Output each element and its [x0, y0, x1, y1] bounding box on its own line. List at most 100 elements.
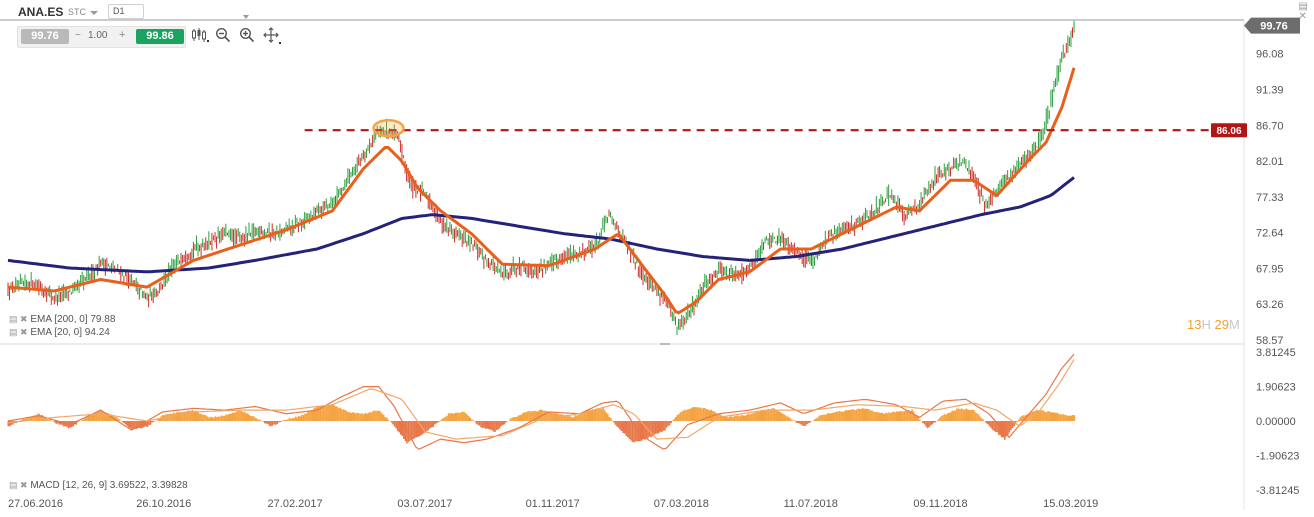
zoom-in-icon[interactable] — [239, 27, 255, 46]
macd-bar — [610, 417, 612, 421]
macd-bar — [520, 414, 523, 421]
macd-bar — [654, 421, 657, 434]
symbol-label[interactable]: ANA.ES — [18, 5, 64, 19]
sell-button[interactable]: 99.76 — [21, 29, 69, 44]
macd-bar — [157, 418, 159, 421]
macd-bar — [963, 409, 966, 421]
level-badge-label: 86.06 — [1216, 126, 1241, 137]
macd-bar — [1036, 409, 1039, 421]
trade-panel: 99.76 − 1.00 + 99.86 — [17, 26, 186, 48]
macd-bar — [577, 414, 580, 421]
macd-bar — [271, 421, 274, 426]
macd-bar — [477, 421, 479, 425]
macd-bar — [330, 404, 333, 421]
legend-ema20[interactable]: ▤ ✖ EMA [20, 0] 94.24 — [9, 327, 110, 338]
macd-bar — [41, 414, 44, 421]
macd-bar — [929, 421, 932, 426]
macd-bar — [200, 413, 203, 421]
volume-decrease-button[interactable]: − — [75, 30, 81, 41]
buy-button[interactable]: 99.86 — [136, 29, 184, 44]
macd-bar — [237, 410, 240, 421]
macd-bar — [135, 421, 138, 430]
macd-bar — [449, 413, 451, 421]
macd-bar — [746, 414, 748, 421]
macd-bar — [932, 421, 935, 423]
macd-bar — [792, 420, 794, 421]
macd-bar — [949, 412, 952, 421]
macd-bar — [1034, 410, 1037, 421]
macd-bar — [100, 410, 102, 421]
indicator-lines — [7, 67, 1076, 450]
macd-bar — [763, 410, 765, 421]
macd-bar — [1073, 415, 1076, 421]
volume-increase-button[interactable]: + — [119, 29, 126, 41]
legend-macd[interactable]: ▤ ✖ MACD [12, 26, 9] 3.69522, 3.39828 — [9, 480, 188, 491]
macd-bar — [301, 414, 303, 421]
macd-bar — [457, 412, 459, 421]
macd-bar — [838, 411, 841, 421]
date-tick-label: 07.03.2018 — [654, 498, 709, 510]
legend-ema200[interactable]: ▤ ✖ EMA [200, 0] 79.88 — [9, 314, 115, 325]
indicator-settings-icon[interactable]: ▤ ✖ — [9, 314, 28, 324]
type-dropdown-icon[interactable] — [90, 11, 98, 15]
macd-bar — [511, 417, 513, 421]
macd-bar — [494, 421, 496, 433]
macd-bar — [514, 416, 516, 421]
macd-bar — [228, 413, 231, 421]
macd-bar — [217, 416, 220, 421]
volume-input[interactable]: 1.00 — [88, 30, 108, 41]
macd-bar — [384, 417, 387, 421]
macd-bar — [115, 417, 118, 421]
minimize-icon[interactable]: ▤ — [1298, 1, 1308, 12]
macd-bar — [81, 419, 84, 421]
macd-bar — [308, 410, 311, 421]
instrument-type-label[interactable]: STC — [68, 7, 86, 17]
macd-bar — [602, 407, 604, 421]
macd-bar — [521, 413, 524, 421]
macd-bar — [535, 411, 538, 421]
macd-bar — [979, 416, 981, 421]
macd-bar — [129, 421, 132, 429]
candles-icon[interactable] — [191, 27, 209, 46]
macd-bar — [953, 410, 955, 421]
macd-bar — [742, 415, 745, 421]
macd-bar — [903, 410, 906, 421]
macd-bar — [498, 421, 501, 429]
macd-bar — [426, 421, 428, 432]
price-tick-label: 96.08 — [1256, 49, 1284, 61]
macd-tick-label: 1.90623 — [1256, 381, 1296, 393]
macd-bar — [1021, 416, 1023, 421]
macd-bar — [487, 421, 490, 430]
macd-bar — [727, 417, 730, 421]
zoom-out-icon[interactable] — [215, 27, 231, 46]
macd-bar — [628, 421, 631, 439]
macd-bar — [497, 421, 499, 430]
macd-bar — [333, 405, 336, 421]
macd-bar — [940, 416, 943, 421]
macd-bar — [976, 413, 978, 421]
macd-bar — [472, 420, 475, 421]
indicator-settings-icon[interactable]: ▤ ✖ — [9, 480, 28, 490]
macd-bar — [620, 421, 623, 431]
macd-bar — [617, 421, 620, 428]
close-icon[interactable]: ✕ — [1298, 11, 1307, 22]
move-icon[interactable] — [263, 27, 281, 48]
macd-bar — [679, 412, 682, 421]
macd-bar — [39, 415, 42, 421]
current-price-label: 99.76 — [1260, 21, 1288, 33]
macd-bar — [755, 411, 757, 421]
macd-bar — [821, 414, 824, 421]
indicator-settings-icon[interactable]: ▤ ✖ — [9, 327, 28, 337]
macd-bar — [844, 410, 847, 421]
timeframe-select[interactable]: D1 — [108, 4, 249, 19]
macd-bar — [339, 407, 342, 421]
macd-bar — [35, 415, 37, 421]
macd-bar — [775, 409, 777, 421]
macd-bar — [1005, 421, 1008, 437]
macd-bar — [124, 421, 127, 425]
macd-bar — [220, 415, 223, 421]
macd-bar — [369, 412, 371, 421]
macd-bar — [171, 413, 173, 421]
macd-bar — [980, 418, 983, 421]
